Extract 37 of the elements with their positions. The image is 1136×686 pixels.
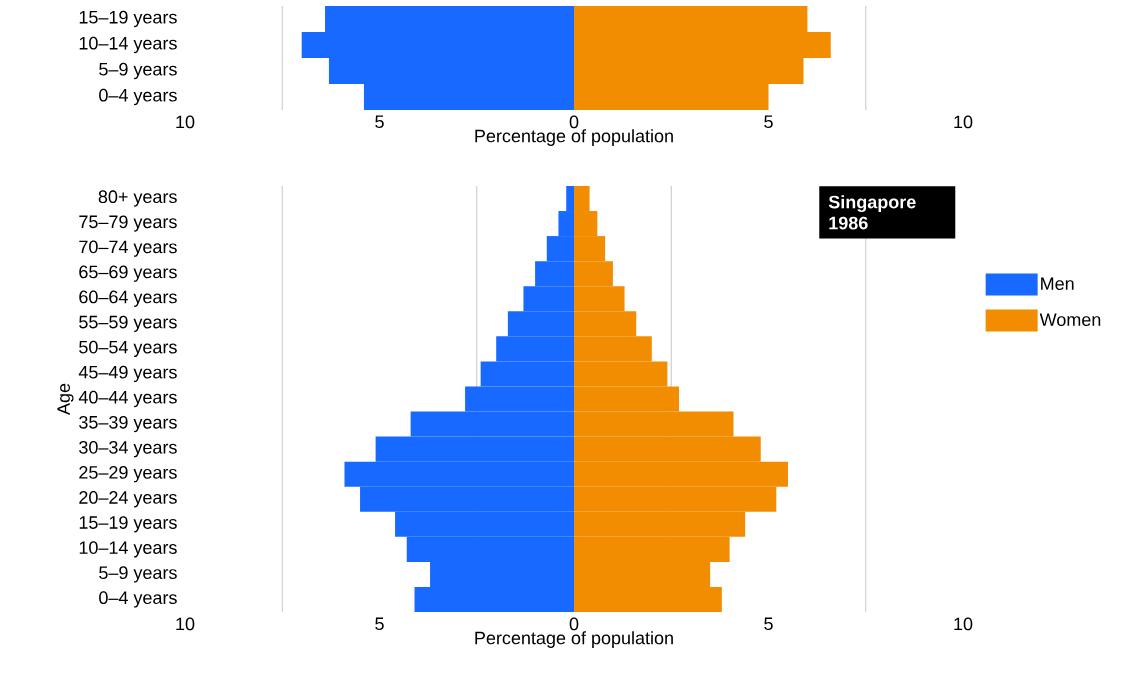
x-tick-label: 5 (375, 115, 384, 129)
y-tick-label: 65–69 years (79, 265, 177, 282)
y-tick-label: 0–4 years (99, 88, 177, 106)
x-tick-label: 10 (954, 115, 973, 129)
y-tick-label: 50–54 years (79, 340, 177, 358)
y-tick-label: 10–14 years (79, 36, 177, 54)
x-tick-label: 5 (375, 617, 384, 631)
y-tick-label: 20–24 years (79, 491, 177, 508)
y-tick-label: 55–59 years (79, 315, 177, 332)
y-tick-label: 5–9 years (99, 566, 177, 583)
x-tick-label: 5 (764, 617, 773, 631)
y-tick-label: 60–64 years (79, 290, 177, 307)
y-tick-label: 40–44 years (78, 390, 177, 408)
y-tick-label: 30–34 years (79, 440, 177, 458)
y-tick-label: 25–29 years (79, 466, 177, 483)
y-tick-label: 5–9 years (99, 62, 177, 80)
x-tick-label: 10 (176, 617, 195, 631)
x-axis-title: Percentage of population (475, 129, 673, 146)
y-tick-label: 80+ years (98, 190, 177, 207)
y-tick-label: 15–19 years (79, 10, 177, 28)
y-tick-label: 0–4 years (99, 591, 177, 608)
legend-label: Men (1041, 277, 1074, 290)
x-tick-label: 0 (569, 115, 579, 129)
y-tick-label: 35–39 years (79, 415, 177, 433)
y-tick-label: 10–14 years (79, 541, 177, 558)
annotation: Singapore 1986 (828, 195, 916, 230)
x-axis-title: Percentage of population (475, 631, 673, 648)
x-tick-label: 5 (764, 115, 773, 129)
y-tick-label: 75–79 years (79, 215, 177, 232)
x-tick-label: 10 (954, 617, 973, 631)
y-tick-label: 15–19 years (79, 516, 177, 533)
y-tick-label: 45–49 years (78, 365, 177, 383)
x-tick-label: 0 (569, 617, 579, 631)
y-tick-label: 70–74 years (79, 240, 177, 257)
legend-label: Women (1039, 313, 1101, 326)
x-tick-label: 10 (176, 115, 195, 129)
y-axis-title: Age (57, 383, 74, 415)
